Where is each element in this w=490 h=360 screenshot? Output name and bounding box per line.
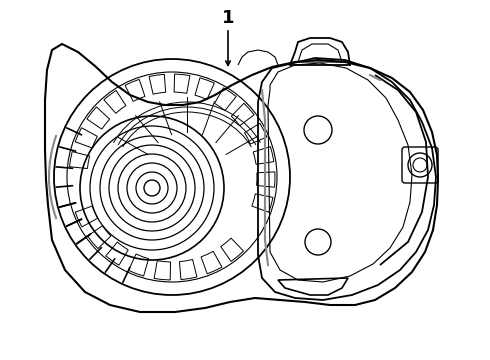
Text: 1: 1 xyxy=(222,9,234,27)
Circle shape xyxy=(144,180,160,196)
